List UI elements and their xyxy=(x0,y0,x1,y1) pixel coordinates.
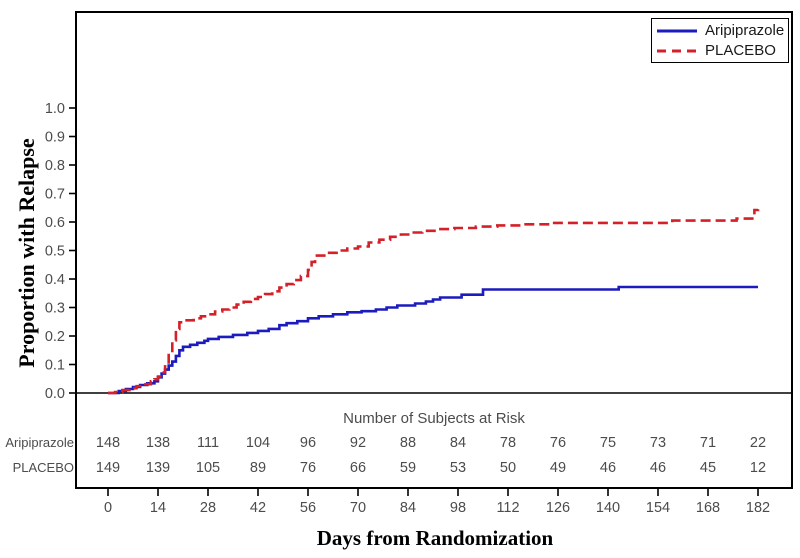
risk-count: 105 xyxy=(196,460,220,476)
risk-count: 46 xyxy=(650,460,666,476)
risk-count: 92 xyxy=(350,435,366,451)
y-tick-label: 0.4 xyxy=(45,272,65,288)
y-tick-label: 0.8 xyxy=(45,158,65,174)
risk-count: 148 xyxy=(96,435,120,451)
legend-box: Aripiprazole PLACEBO xyxy=(651,18,789,63)
y-tick-label: 0.7 xyxy=(45,187,65,203)
x-tick-label: 0 xyxy=(104,500,112,516)
risk-count: 96 xyxy=(300,435,316,451)
legend-label-placebo: PLACEBO xyxy=(705,42,776,59)
risk-count: 49 xyxy=(550,460,566,476)
risk-count: 104 xyxy=(246,435,270,451)
x-tick-label: 98 xyxy=(450,500,466,516)
x-tick-label: 84 xyxy=(400,500,416,516)
risk-count: 59 xyxy=(400,460,416,476)
risk-count: 12 xyxy=(750,460,766,476)
y-tick-label: 0.1 xyxy=(45,358,65,374)
legend-item-placebo: PLACEBO xyxy=(656,41,784,60)
risk-count: 53 xyxy=(450,460,466,476)
risk-count: 66 xyxy=(350,460,366,476)
x-tick-label: 70 xyxy=(350,500,366,516)
x-tick-label: 126 xyxy=(546,500,570,516)
risk-count: 71 xyxy=(700,435,716,451)
x-tick-label: 154 xyxy=(646,500,670,516)
risk-count: 88 xyxy=(400,435,416,451)
risk-count: 76 xyxy=(550,435,566,451)
risk-count: 46 xyxy=(600,460,616,476)
risk-count: 76 xyxy=(300,460,316,476)
curve-aripiprazole xyxy=(108,285,758,395)
risk-count: 75 xyxy=(600,435,616,451)
y-tick-label: 1.0 xyxy=(45,101,65,117)
y-tick-label: 0.5 xyxy=(45,244,65,260)
risk-row-label: Aripiprazole xyxy=(5,435,74,450)
x-axis-title: Days from Randomization xyxy=(316,526,554,550)
x-tick-label: 140 xyxy=(596,500,620,516)
y-tick-label: 0.0 xyxy=(45,386,65,402)
y-tick-label: 0.6 xyxy=(45,215,65,231)
legend-label-aripiprazole: Aripiprazole xyxy=(705,22,785,39)
risk-count: 50 xyxy=(500,460,516,476)
y-axis-title: Proportion with Relapse xyxy=(14,138,39,368)
x-tick-label: 14 xyxy=(150,500,166,516)
risk-count: 45 xyxy=(700,460,716,476)
risk-count: 149 xyxy=(96,460,120,476)
x-tick-label: 28 xyxy=(200,500,216,516)
risk-count: 139 xyxy=(146,460,170,476)
y-tick-label: 0.9 xyxy=(45,130,65,146)
risk-count: 84 xyxy=(450,435,466,451)
legend-item-aripiprazole: Aripiprazole xyxy=(656,21,784,40)
y-tick-label: 0.2 xyxy=(45,329,65,345)
x-tick-label: 42 xyxy=(250,500,266,516)
risk-count: 138 xyxy=(146,435,170,451)
risk-count: 22 xyxy=(750,435,766,451)
risk-count: 89 xyxy=(250,460,266,476)
y-tick-label: 0.3 xyxy=(45,301,65,317)
solid-line-swatch xyxy=(657,29,697,32)
risk-count: 111 xyxy=(197,435,219,451)
x-tick-label: 182 xyxy=(746,500,770,516)
dashed-line-swatch xyxy=(657,49,697,52)
risk-count: 73 xyxy=(650,435,666,451)
x-tick-label: 112 xyxy=(496,500,519,516)
x-tick-label: 56 xyxy=(300,500,316,516)
x-tick-label: 168 xyxy=(696,500,720,516)
risk-row-label: PLACEBO xyxy=(13,460,74,475)
risk-table-title: Number of Subjects at Risk xyxy=(343,410,525,427)
risk-count: 78 xyxy=(500,435,516,451)
